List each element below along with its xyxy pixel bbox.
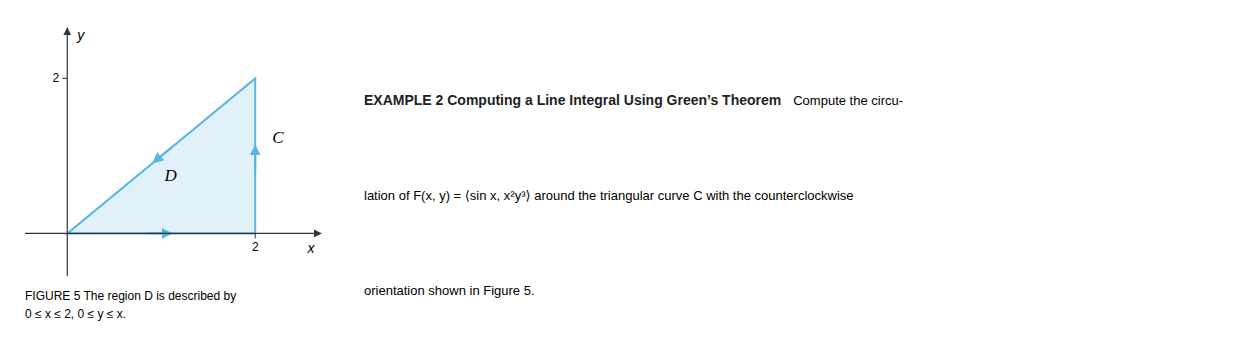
subtitle: Compute the circu- — [793, 93, 903, 108]
y-tick-label: 2 — [53, 71, 60, 85]
subtitle: lation of F(x, y) = ⟨sin x, x²y³⟩ around… — [364, 188, 854, 203]
direction-arrow — [157, 147, 172, 160]
caption: FIGURE 5 The region D is described by — [25, 289, 236, 303]
region-polygon — [67, 78, 255, 233]
annotation: D — [164, 166, 178, 185]
direction-arrow — [254, 150, 256, 170]
x-tick — [255, 233, 256, 238]
x-tick-label: 2 — [252, 240, 259, 254]
caption: 0 ≤ x ≤ 2, 0 ≤ y ≤ x. — [25, 307, 126, 321]
title: EXAMPLE 2 Computing a Line Integral Usin… — [364, 92, 781, 108]
y-axis-label: y — [76, 27, 85, 43]
y-axis — [67, 28, 68, 276]
y-tick — [62, 78, 67, 79]
x-axis — [25, 233, 321, 234]
subtitle: orientation shown in Figure 5. — [364, 283, 535, 298]
x-axis-label: x — [307, 240, 316, 256]
annotation: C — [272, 128, 284, 147]
plot-area — [67, 78, 255, 233]
